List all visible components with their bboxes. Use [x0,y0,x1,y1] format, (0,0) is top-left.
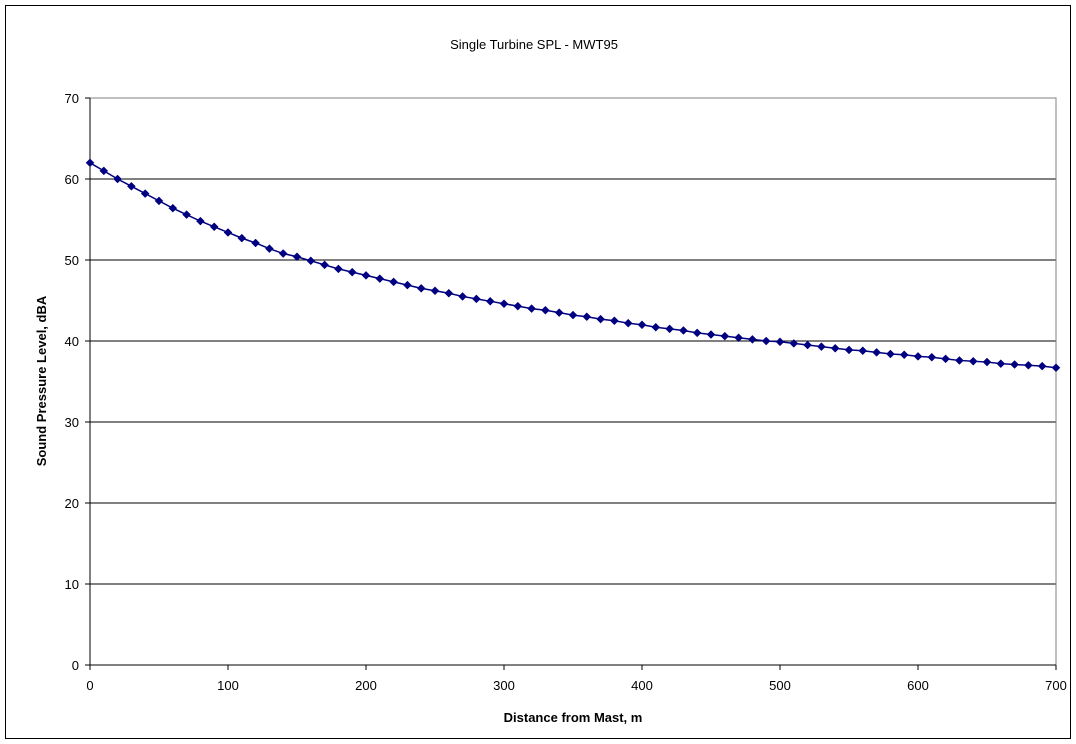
data-point [472,294,481,304]
data-point [1024,360,1033,370]
data-point [886,349,895,359]
data-point [416,283,426,293]
y-tick-label: 0 [72,658,79,673]
data-point [775,337,785,347]
gridlines [90,97,1056,585]
plot-area-border [89,97,1057,666]
y-tick-label: 10 [65,577,79,592]
data-point [168,203,178,213]
data-point [485,296,495,306]
data-point [955,356,964,365]
data-point [237,233,247,243]
data-point [679,326,688,335]
data-point [375,274,385,283]
series-spl [85,158,1061,373]
data-point [582,312,592,322]
data-point [899,350,909,360]
data-point [858,346,868,356]
x-tick-label: 200 [355,678,377,693]
y-axis-title: Sound Pressure Level, dBA [34,295,49,466]
y-axis-ticks: 0 10 20 30 40 50 60 70 [65,91,90,673]
data-point [692,328,702,338]
series-line [89,162,1057,369]
x-axis-title: Distance from Mast, m [504,710,643,725]
data-point [251,238,260,248]
data-point [789,339,799,348]
data-point [140,189,150,198]
data-point [265,244,274,254]
y-tick-label: 70 [65,91,79,106]
data-point [982,357,992,367]
data-point [99,166,109,176]
data-point [830,343,840,353]
chart-title: Single Turbine SPL - MWT95 [450,37,618,52]
data-point [734,333,743,343]
data-point [554,308,564,318]
data-point [209,222,219,232]
data-point [568,310,578,320]
x-tick-label: 600 [907,678,929,693]
data-point [748,335,757,344]
data-point [913,352,923,361]
data-point [610,316,619,326]
x-tick-label: 500 [769,678,791,693]
data-point [458,292,467,301]
data-point [623,318,633,328]
data-point [720,331,730,341]
data-point [292,252,302,262]
data-point [223,228,233,237]
data-point [85,158,95,168]
data-point [541,305,550,315]
y-tick-label: 60 [65,172,79,187]
data-point [1051,363,1061,373]
data-point [665,324,674,334]
data-point [596,314,605,324]
data-point [817,342,826,352]
data-point [306,256,316,266]
data-point [844,345,854,355]
data-point [403,280,412,290]
line-chart: Single Turbine SPL - MWT95 0 10 20 30 40 50 60… [34,37,1067,725]
data-point [1010,360,1019,369]
data-point [872,347,881,357]
data-point [651,322,661,332]
y-tick-label: 30 [65,415,79,430]
data-point [637,320,647,330]
data-point [196,216,205,226]
data-point [968,356,978,366]
y-tick-label: 50 [65,253,79,268]
data-point [996,359,1006,369]
x-tick-label: 700 [1045,678,1067,693]
data-point [361,271,371,280]
x-tick-label: 0 [86,678,93,693]
y-tick-label: 20 [65,496,79,511]
data-point [444,288,454,298]
data-point [334,264,343,274]
x-tick-label: 300 [493,678,515,693]
x-axis-ticks: 0 100 200 300 400 500 600 700 [86,665,1067,693]
y-tick-label: 40 [65,334,79,349]
data-point [127,181,136,191]
data-point [154,196,164,206]
chart-area: Single Turbine SPL - MWT95 0 10 20 30 40 50 60… [5,5,1071,739]
data-point [513,301,523,311]
data-point [389,277,398,287]
data-point [527,304,536,313]
data-point [278,249,288,258]
x-tick-label: 400 [631,678,653,693]
data-point [347,267,357,277]
data-point [761,336,771,346]
x-tick-label: 100 [217,678,239,693]
data-point [941,354,950,364]
data-point [320,260,329,270]
data-point [430,286,440,296]
data-point [927,352,937,362]
data-point [499,299,509,309]
data-point [706,330,716,339]
data-point [1037,361,1047,371]
data-point [803,340,812,350]
data-point [113,174,122,184]
data-point [182,210,191,219]
